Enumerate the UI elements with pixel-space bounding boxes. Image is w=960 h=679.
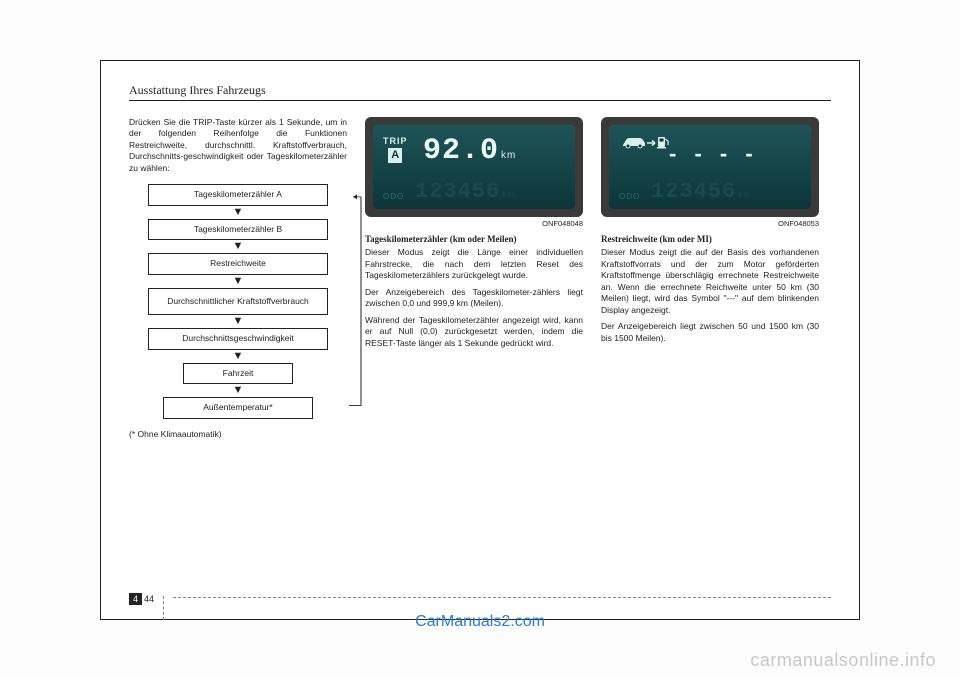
flow-arrow-icon: ▼	[233, 316, 244, 327]
chapter-number: 4	[129, 593, 142, 605]
footnote: (* Ohne Klimaautomatik)	[129, 429, 347, 440]
page-number-value: 44	[144, 594, 154, 604]
paragraph: Der Anzeigebereich liegt zwischen 50 und…	[601, 321, 819, 344]
flow-box: Fahrzeit	[183, 363, 293, 384]
page-header: Ausstattung Ihres Fahrzeugs	[129, 83, 831, 101]
lcd-inner: TRIP A 92.0 km ODO 123456 km	[373, 125, 575, 209]
manual-page: Ausstattung Ihres Fahrzeugs Drücken Sie …	[100, 60, 860, 620]
flow-box: Tageskilometerzähler B	[148, 219, 328, 240]
trip-number: 92.0	[423, 131, 499, 172]
flow-box: Durchschnittlicher Kraftstoffverbrauch	[148, 288, 328, 315]
odo-unit: km	[738, 190, 751, 201]
figure-code: ONF048053	[601, 219, 819, 229]
odo-unit: km	[502, 190, 515, 201]
odo-label: ODO	[619, 192, 640, 203]
trip-unit: km	[501, 149, 516, 163]
lcd-display-range: - - - - ODO 123456 km	[601, 117, 819, 217]
flow-diagram: Tageskilometerzähler A ▼ Tageskilometerz…	[129, 184, 347, 418]
paragraph: Während der Tageskilometerzähler angezei…	[365, 315, 583, 349]
page-number: 4 44	[129, 593, 154, 605]
footer-dash-h	[173, 597, 831, 598]
lcd-inner: - - - - ODO 123456 km	[609, 125, 811, 209]
trip-indicator: TRIP A	[383, 135, 408, 163]
odo-number: 123456	[415, 177, 500, 207]
flow-arrow-icon: ▼	[233, 351, 244, 362]
flow-return-arrow	[349, 192, 363, 410]
odo-value: 123456 km	[415, 177, 515, 207]
flow-box: Tageskilometerzähler A	[148, 184, 328, 205]
intro-paragraph: Drücken Sie die TRIP-Taste kürzer als 1 …	[129, 117, 347, 174]
watermark-carmanualsonline: carmanualsonline.info	[750, 650, 936, 671]
flow-arrow-icon: ▼	[233, 241, 244, 252]
figure-code: ONF048048	[365, 219, 583, 229]
lcd-display-trip: TRIP A 92.0 km ODO 123456 km	[365, 117, 583, 217]
watermark-carmanuals2: CarManuals2.com	[415, 613, 545, 631]
flow-arrow-icon: ▼	[233, 276, 244, 287]
flow-box: Durchschnittsgeschwindigkeit	[148, 328, 328, 349]
trip-value: 92.0 km	[423, 131, 516, 172]
column-3: - - - - ODO 123456 km ONF048053 Restreic…	[601, 117, 819, 440]
flow-box: Außentemperatur*	[163, 397, 313, 418]
content-columns: Drücken Sie die TRIP-Taste kürzer als 1 …	[129, 117, 831, 440]
flow-box: Restreichweite	[148, 253, 328, 274]
paragraph: Dieser Modus zeigt die Länge einer indiv…	[365, 247, 583, 281]
column-2: TRIP A 92.0 km ODO 123456 km ONF048048 T…	[365, 117, 583, 440]
section-title: Restreichweite (km oder MI)	[601, 233, 819, 245]
column-1: Drücken Sie die TRIP-Taste kürzer als 1 …	[129, 117, 347, 440]
flow-arrow-icon: ▼	[233, 207, 244, 218]
footer-dash-v	[163, 596, 164, 620]
trip-label: TRIP	[383, 135, 408, 147]
flow-arrow-icon: ▼	[233, 385, 244, 396]
odo-label: ODO	[383, 192, 404, 203]
odo-number: 123456	[651, 177, 736, 207]
paragraph: Dieser Modus zeigt die auf der Basis des…	[601, 247, 819, 316]
header-title: Ausstattung Ihres Fahrzeugs	[129, 83, 831, 98]
trip-letter: A	[388, 148, 402, 163]
range-icon	[621, 133, 671, 154]
paragraph: Der Anzeigebereich des Tageskilometer-zä…	[365, 287, 583, 310]
range-dashes: - - - -	[669, 139, 759, 169]
section-title: Tageskilometerzähler (km oder Meilen)	[365, 233, 583, 245]
odo-value: 123456 km	[651, 177, 751, 207]
